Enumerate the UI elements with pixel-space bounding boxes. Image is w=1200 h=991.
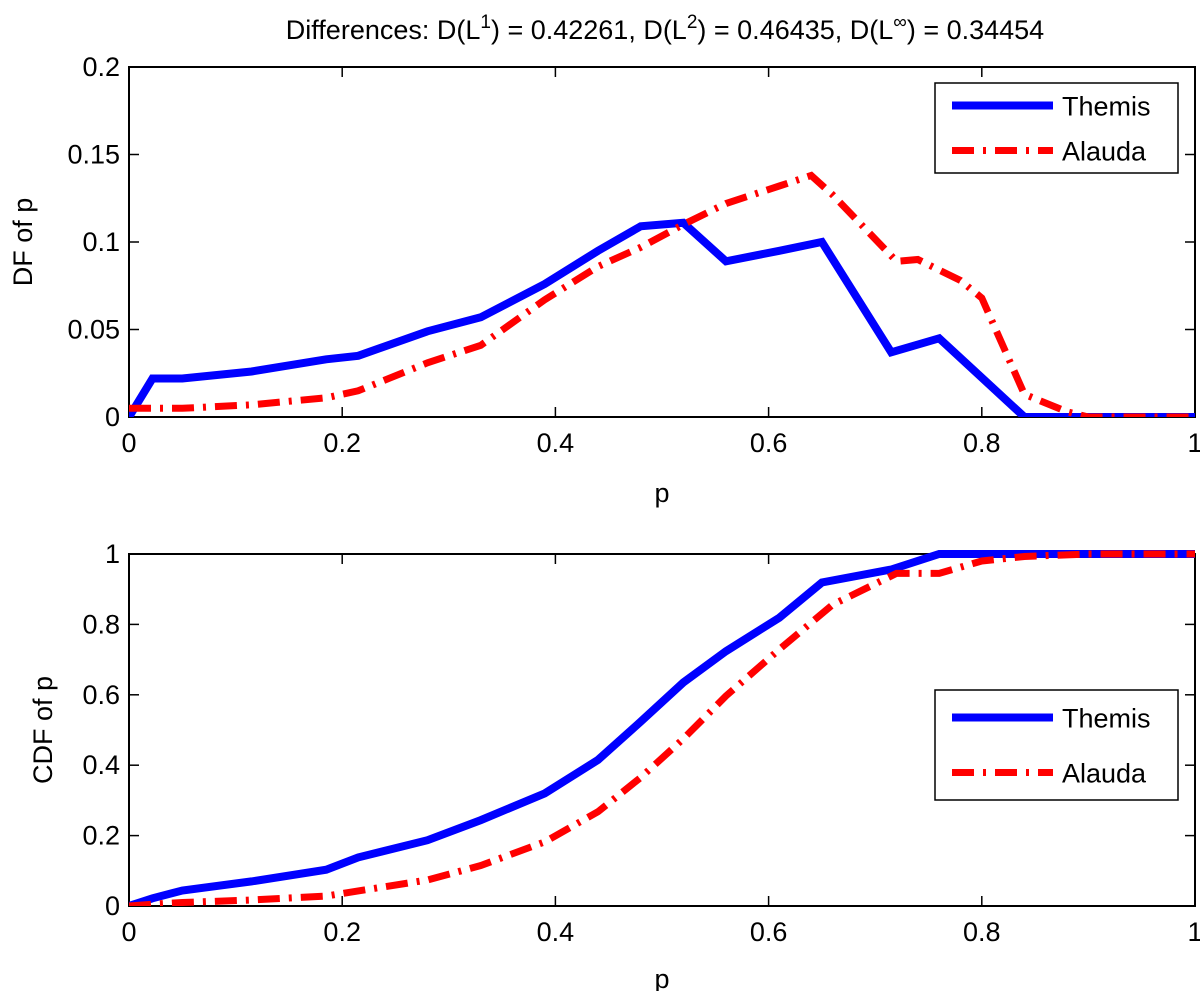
y-tick-label: 0.8 [82, 609, 120, 639]
title-mid-1: ) = 0.42261, D(L [491, 15, 687, 45]
y-tick-label: 0 [105, 891, 120, 921]
x-tick-label: 0.8 [963, 917, 1001, 947]
y-tick-label: 0 [105, 402, 120, 432]
x-tick-label: 0 [121, 917, 136, 947]
legend-label-alauda: Alauda [1062, 759, 1147, 789]
y-tick-label: 0.6 [82, 680, 120, 710]
x-axis-label: p [654, 478, 669, 508]
y-tick-label: 0.2 [82, 821, 120, 851]
legend-box [934, 82, 1179, 174]
y-tick-label: 1 [105, 539, 120, 569]
y-tick-label: 0.2 [82, 52, 120, 82]
x-tick-label: 1 [1187, 917, 1200, 947]
legend-label-themis: Themis [1062, 92, 1151, 122]
x-tick-label: 0.6 [750, 428, 788, 458]
y-axis-label: DF of p [8, 198, 38, 287]
series-line-alauda [129, 171, 1195, 417]
x-tick-label: 0.2 [323, 917, 361, 947]
y-tick-label: 0.4 [82, 750, 120, 780]
series-line-themis [129, 550, 1195, 906]
title-prefix: Differences: D(L [286, 15, 481, 45]
x-tick-label: 0.6 [750, 917, 788, 947]
df-plot: 0 0.2 0.4 0.6 0.8 1 0 0.05 0.1 0.15 0.2 p DF of p The… [8, 52, 1200, 508]
series-line-alauda [129, 550, 1195, 906]
x-tick-label: 0.4 [537, 917, 575, 947]
y-tick-label: 0.1 [82, 227, 120, 257]
title-sup-1: 1 [480, 12, 491, 33]
x-tick-label: 0 [121, 428, 136, 458]
x-tick-label: 0.4 [537, 428, 575, 458]
cdf-plot: 0 0.2 0.4 0.6 0.8 1 0 0.2 0.4 0.6 0.8 1 p CDF of p The… [28, 539, 1200, 991]
title-sup-3: ∞ [893, 12, 907, 33]
x-tick-label: 0.8 [963, 428, 1001, 458]
y-tick-label: 0.15 [67, 140, 120, 170]
x-tick-label: 1 [1187, 428, 1200, 458]
title-suffix: ) = 0.34454 [907, 15, 1044, 45]
y-tick-label: 0.05 [67, 315, 120, 345]
series-line-themis [129, 218, 1195, 417]
legend-label-themis: Themis [1062, 704, 1151, 734]
title-sup-2: 2 [687, 12, 698, 33]
legend-box [934, 689, 1179, 801]
y-axis-label: CDF of p [28, 676, 58, 784]
title-mid-2: ) = 0.46435, D(L [697, 15, 893, 45]
x-axis-label: p [654, 964, 669, 991]
legend-label-alauda: Alauda [1062, 137, 1147, 167]
chart-title: Differences: D(L1) = 0.42261, D(L2) = 0.… [286, 12, 1044, 45]
x-tick-label: 0.2 [323, 428, 361, 458]
